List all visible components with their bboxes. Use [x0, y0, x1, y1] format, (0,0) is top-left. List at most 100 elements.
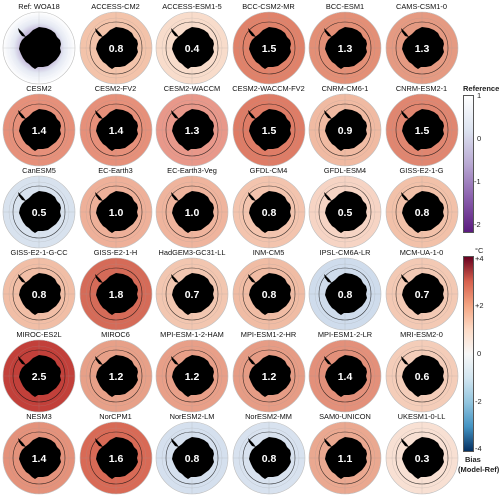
- bias-value: 0.8: [338, 289, 353, 301]
- map-border: [155, 11, 229, 85]
- panel-title: CanESM5: [22, 166, 56, 175]
- panel-title: ACCESS-CM2: [91, 2, 140, 11]
- antarctic-peninsula: [94, 110, 103, 119]
- panel-title: IPSL-CM6A-LR: [319, 248, 371, 257]
- ice-contour: [318, 349, 372, 403]
- panel-title: MPI-ESM1-2-HR: [240, 330, 297, 339]
- map-border: [308, 421, 382, 495]
- ice-contour: [395, 349, 448, 403]
- bias-colorbar-bar: [463, 256, 474, 452]
- antarctic-peninsula: [400, 110, 409, 119]
- bias-tick-plus4: +4: [475, 254, 484, 263]
- ice-contour: [318, 267, 372, 321]
- latitude-ring: [161, 263, 223, 325]
- bias-value: 1.2: [185, 371, 200, 383]
- bias-colorbar-unit: °C: [475, 246, 484, 255]
- ice-contour: [318, 185, 372, 239]
- antarctica-land: [248, 437, 291, 479]
- antarctica-land: [248, 355, 291, 397]
- latitude-ring: [391, 99, 452, 161]
- antarctic-peninsula: [247, 356, 256, 365]
- map-panel: CESM2 1.4: [1, 83, 77, 167]
- latitude-ring: [85, 181, 146, 243]
- antarctic-peninsula: [171, 110, 179, 119]
- map-panel: MPI-ESM1-2-LR 1.4: [307, 329, 383, 413]
- ice-contour: [89, 267, 142, 321]
- antarctica-land: [401, 273, 444, 315]
- ice-contour: [89, 21, 142, 75]
- panel-grid: Ref: WOA18 ACCESS-CM2 0.8 ACCESS-ESM1-5 0.4 B…: [1, 1, 460, 495]
- bias-value: 1.3: [338, 43, 353, 55]
- ice-contour: [165, 431, 219, 485]
- polar-map: 0.8: [2, 257, 76, 331]
- antarctic-peninsula: [247, 28, 256, 37]
- bias-tick-minus2: -2: [475, 397, 482, 406]
- reference-colorbar-title: Reference: [463, 84, 500, 93]
- panel-title: GISS-E2-1-G-CC: [10, 248, 68, 257]
- antarctic-peninsula: [400, 438, 409, 447]
- map-border: [2, 339, 76, 413]
- map-border: [2, 11, 76, 85]
- bias-value: 0.5: [338, 207, 353, 219]
- map-border: [79, 257, 152, 331]
- latitude-ring: [8, 427, 70, 489]
- bias-colorbar-title: Bias: [465, 455, 481, 464]
- map-panel: CESM2-FV2 1.4: [78, 83, 154, 167]
- bias-value: 0.8: [108, 43, 123, 55]
- panel-title: INM-CM5: [252, 248, 285, 257]
- panel-title: EC-Earth3: [98, 166, 133, 175]
- map-border: [232, 11, 305, 85]
- bias-value: 0.5: [32, 207, 47, 219]
- polar-map: 0.8: [232, 257, 305, 331]
- map-panel: NorCPM1 1.6: [78, 411, 154, 495]
- antarctica-land: [325, 355, 367, 397]
- antarctica-land: [95, 437, 138, 479]
- antarctica-land: [248, 273, 291, 315]
- polar-map: 1.5: [385, 93, 458, 167]
- bias-tick-plus2: +2: [475, 301, 484, 310]
- map-border: [79, 175, 152, 249]
- latitude-ring: [391, 345, 452, 407]
- bias-value: 0.8: [185, 453, 200, 465]
- antarctic-peninsula: [324, 28, 332, 37]
- map-panel: CanESM5 0.5: [1, 165, 77, 249]
- antarctica-land: [325, 437, 367, 479]
- antarctica-land: [172, 355, 214, 397]
- map-border: [155, 175, 229, 249]
- bias-value: 1.4: [338, 371, 353, 383]
- latitude-ring: [8, 17, 70, 79]
- polar-map: 0.8: [232, 421, 305, 495]
- panel-title: CNRM-CM6-1: [321, 84, 369, 93]
- bias-value: 2.5: [32, 371, 47, 383]
- polar-map: 1.3: [308, 11, 382, 85]
- bias-value: 1.2: [108, 371, 123, 383]
- reference-tick-1: 1: [477, 91, 482, 100]
- map-border: [385, 257, 458, 331]
- panel-title: GFDL-ESM4: [323, 166, 367, 175]
- antarctic-peninsula: [18, 192, 26, 201]
- ice-contour: [242, 349, 295, 403]
- latitude-ring: [391, 263, 452, 325]
- panel-title: Ref: WOA18: [18, 2, 60, 11]
- reference-colorbar-bar: [463, 95, 474, 233]
- ice-contour: [395, 103, 448, 157]
- bias-value: 1.4: [32, 453, 47, 465]
- bias-tick-0: 0: [477, 349, 482, 358]
- antarctic-peninsula: [94, 356, 103, 365]
- panel-title: GFDL-CM4: [249, 166, 288, 175]
- bias-value: 0.9: [338, 125, 353, 137]
- map-border: [385, 421, 458, 495]
- polar-map: 1.4: [2, 421, 76, 495]
- bias-value: 0.6: [414, 371, 429, 383]
- polar-map: 0.7: [385, 257, 458, 331]
- map-panel: BCC-ESM1 1.3: [307, 1, 383, 85]
- antarctic-peninsula: [94, 192, 103, 201]
- map-panel: MPI-ESM1-2-HR 1.2: [231, 329, 307, 413]
- map-panel: NorESM2-MM 0.8: [231, 411, 307, 495]
- antarctica-land: [95, 109, 138, 151]
- panel-title: SAM0-UNICON: [319, 412, 371, 421]
- map-border: [2, 257, 76, 331]
- map-panel: GFDL-ESM4 0.5: [307, 165, 383, 249]
- bias-value: 1.5: [261, 43, 276, 55]
- map-panel: CAMS-CSM1-0 1.3: [384, 1, 460, 85]
